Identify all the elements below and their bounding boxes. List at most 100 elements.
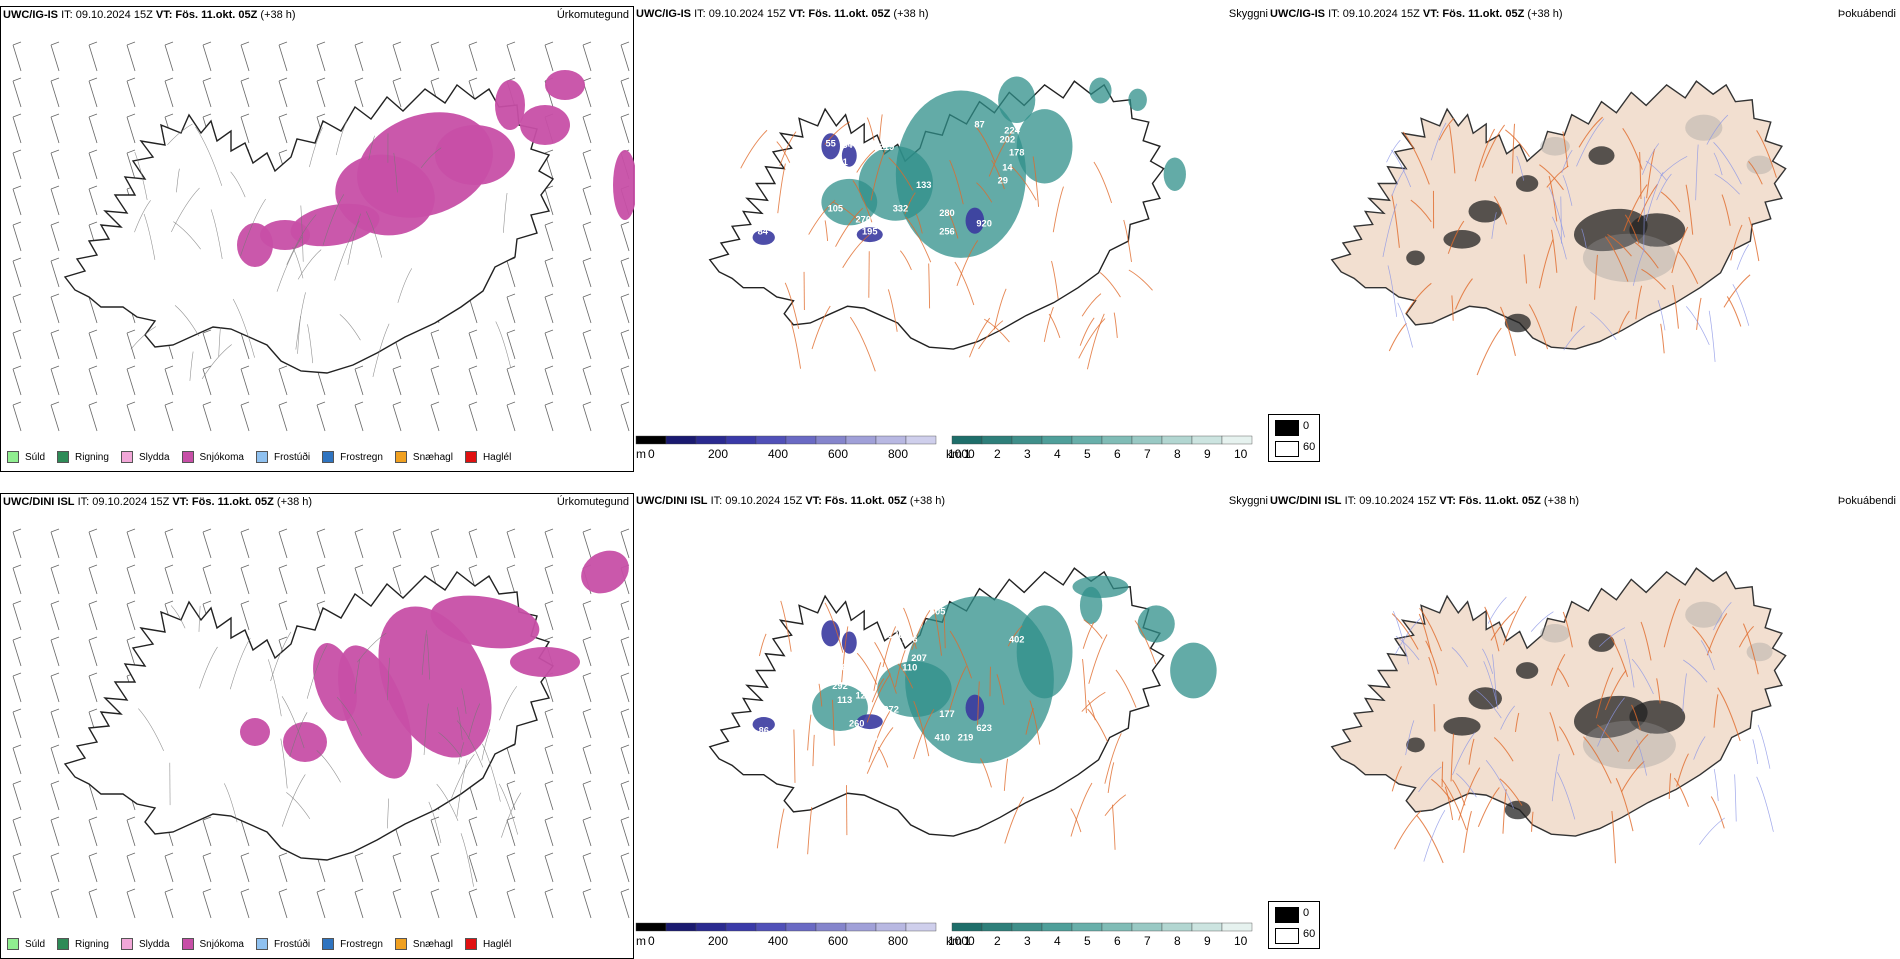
barb-staff	[621, 45, 629, 71]
barb-staff	[583, 117, 591, 143]
colorbar-cell	[636, 436, 666, 444]
wind-barb	[127, 150, 135, 179]
cloud-base-label: 920	[976, 218, 992, 228]
map-line	[461, 833, 474, 886]
legend-swatch	[182, 451, 194, 463]
barb-flag	[393, 565, 401, 568]
barb-flag	[355, 78, 363, 81]
fog-legend: 0 60	[1268, 901, 1320, 949]
colorbar-tick: 800	[888, 447, 908, 461]
wind-barb	[51, 817, 59, 846]
barb-staff	[545, 297, 553, 323]
barb-flag	[469, 330, 477, 333]
wind-barb	[13, 366, 21, 395]
fog-legend: 0 60	[1268, 414, 1320, 462]
map-line	[1697, 298, 1701, 330]
field-blob	[510, 647, 580, 677]
barb-flag	[545, 817, 553, 820]
barb-staff	[241, 117, 249, 143]
barb-flag	[583, 294, 591, 297]
barb-flag	[89, 853, 97, 856]
map-line	[202, 345, 232, 379]
colorbar-tick: 4	[1054, 447, 1061, 461]
barb-staff	[583, 892, 591, 918]
barb-staff	[241, 604, 249, 630]
wind-barb	[241, 529, 249, 558]
barb-staff	[127, 892, 135, 918]
barb-flag	[583, 78, 591, 81]
map-line	[501, 793, 521, 838]
field-blob	[1469, 200, 1502, 222]
field-blob	[613, 150, 635, 220]
barb-staff	[127, 81, 135, 107]
barb-flag	[241, 529, 249, 532]
legend-swatch	[121, 938, 133, 950]
wind-barb	[241, 366, 249, 395]
legend-item: Snæhagl	[395, 938, 453, 950]
legend-item: Haglél	[465, 938, 511, 950]
wind-barb	[507, 889, 515, 918]
barb-flag	[51, 366, 59, 369]
barb-staff	[165, 405, 173, 431]
barb-staff	[583, 532, 591, 558]
barb-flag	[431, 78, 439, 81]
barb-staff	[431, 333, 439, 359]
barb-flag	[89, 637, 97, 640]
barb-staff	[431, 856, 439, 882]
wind-barb	[583, 222, 591, 251]
barb-staff	[545, 261, 553, 287]
barb-flag	[51, 565, 59, 568]
wind-barb	[469, 402, 477, 431]
colorbar-tick: 8	[1174, 447, 1181, 461]
barb-staff	[13, 333, 21, 359]
colorbar-cell	[846, 436, 876, 444]
forecast-row: UWC/DINI ISL IT: 09.10.2024 15Z VT: Fös.…	[0, 493, 1900, 959]
barb-flag	[89, 673, 97, 676]
wind-barb	[203, 889, 211, 918]
cloud-base-label: 126	[855, 690, 871, 700]
barb-staff	[89, 568, 97, 594]
barb-staff	[431, 820, 439, 846]
wind-barb	[507, 258, 515, 287]
wind-barb	[279, 889, 287, 918]
wind-barb	[89, 889, 97, 918]
barb-staff	[241, 81, 249, 107]
wind-barb	[203, 402, 211, 431]
wind-barb	[51, 709, 59, 738]
colorbar-unit: km	[946, 447, 962, 461]
barb-staff	[165, 856, 173, 882]
wind-barb	[127, 78, 135, 107]
barb-staff	[317, 405, 325, 431]
barb-flag	[621, 781, 629, 784]
wind-barb	[89, 186, 97, 215]
barb-staff	[127, 153, 135, 179]
wind-barb	[165, 366, 173, 395]
wind-barb	[89, 853, 97, 882]
barb-staff	[279, 604, 287, 630]
legend-item: Snjókoma	[182, 938, 244, 950]
barb-flag	[545, 889, 553, 892]
barb-flag	[89, 402, 97, 405]
init-time: IT: 09.10.2024 15Z	[78, 496, 170, 508]
cloud-base-label: 87	[974, 120, 984, 130]
colorbar-unit: m	[636, 447, 646, 461]
barb-flag	[127, 78, 135, 81]
colorbar-cell	[1042, 436, 1072, 444]
wind-barb	[13, 601, 21, 630]
barb-flag	[621, 402, 629, 405]
fog-map	[1268, 511, 1900, 931]
wind-barb	[13, 709, 21, 738]
barb-flag	[51, 78, 59, 81]
wind-barb	[469, 42, 477, 71]
barb-flag	[203, 78, 211, 81]
barb-flag	[13, 294, 21, 297]
barb-flag	[165, 853, 173, 856]
barb-staff	[241, 532, 249, 558]
barb-staff	[279, 45, 287, 71]
barb-flag	[13, 889, 21, 892]
cloud-base-label: 86	[759, 726, 769, 736]
barb-staff	[507, 405, 515, 431]
wind-barb	[203, 853, 211, 882]
wind-barb	[51, 186, 59, 215]
